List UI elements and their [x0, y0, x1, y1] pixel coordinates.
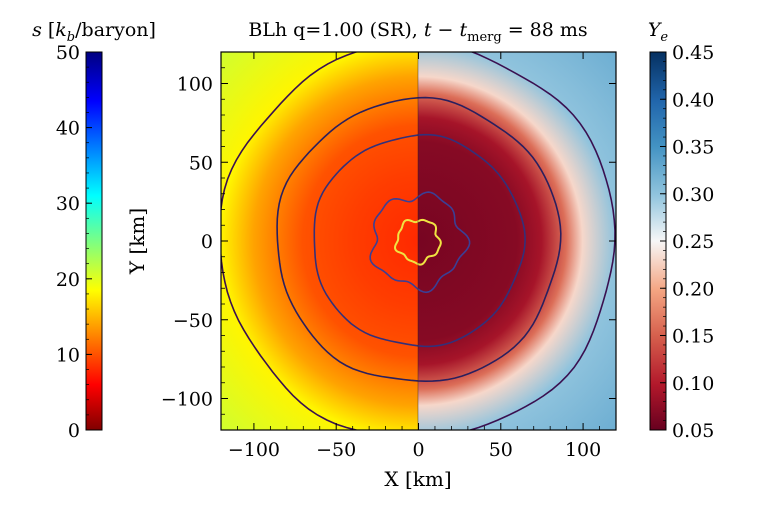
y-tick-label: −50 [173, 310, 213, 332]
plot-field [221, 52, 616, 430]
y-axis-label: Y [km] [125, 208, 149, 275]
colorbar-tick-label: 0.30 [672, 184, 714, 206]
x-tick-label: 100 [565, 439, 601, 461]
x-tick-label: −100 [228, 439, 280, 461]
y-tick-label: 100 [177, 74, 213, 96]
y-tick-label: 0 [201, 231, 213, 253]
chart-title: BLh q=1.00 (SR), t − tmerg = 88 ms [248, 19, 587, 45]
axis-ticks: −100 −50 0 50 100 −100 −50 0 50 100 [161, 51, 617, 461]
density-contours [221, 52, 616, 430]
x-tick-label: 50 [489, 439, 513, 461]
entropy-colorbar-label: s [kb/baryon] [32, 19, 156, 45]
entropy-colorbar [85, 51, 103, 431]
colorbar-tick-label: 30 [56, 193, 80, 215]
colorbar-tick-label: 50 [56, 42, 80, 64]
x-tick-label: 0 [412, 439, 424, 461]
colorbar-tick-label: 10 [56, 344, 80, 366]
y-tick-label: 50 [189, 152, 213, 174]
density-contour [313, 133, 526, 348]
colorbar-tick-label: 0.35 [672, 137, 714, 159]
colorbar-tick-label: 0.15 [672, 326, 714, 348]
entropy-colorbar-ticks: 0 10 20 30 40 50 [56, 42, 92, 442]
x-axis-label: X [km] [384, 467, 451, 491]
colorbar-tick-label: 40 [56, 118, 80, 140]
x-tick-label: −50 [316, 439, 356, 461]
density-contour [369, 191, 471, 294]
density-contour [276, 96, 562, 383]
density-contour [393, 218, 442, 266]
colorbar-tick-label: 0.05 [672, 420, 714, 442]
colorbar-tick-label: 0.10 [672, 373, 714, 395]
colorbar-tick-label: 0.45 [672, 42, 714, 64]
colorbar-tick-label: 0.25 [672, 231, 714, 253]
ye-colorbar-label: Ye [648, 19, 669, 45]
density-contour [221, 52, 616, 430]
colorbar-tick-label: 0.40 [672, 89, 714, 111]
y-tick-label: −100 [161, 389, 213, 411]
ye-field [418, 52, 616, 430]
colorbar-tick-label: 0.20 [672, 278, 714, 300]
ye-colorbar-ticks: 0.05 0.10 0.15 0.20 0.25 0.30 0.35 0.40 0.45 [660, 42, 714, 442]
entropy-field [221, 52, 418, 430]
colorbar-tick-label: 0 [68, 420, 80, 442]
colorbar-tick-label: 20 [56, 269, 80, 291]
